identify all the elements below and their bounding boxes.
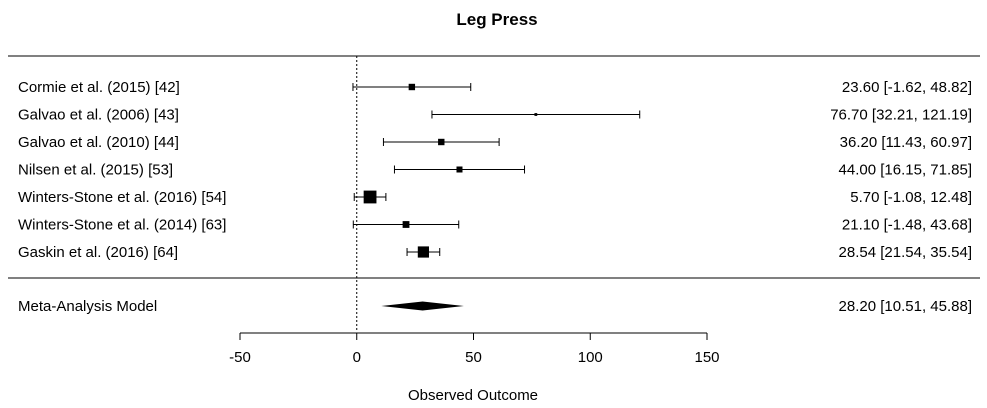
summary-label: Meta-Analysis Model [18,298,157,315]
study-label: Nilsen et al. (2015) [53] [18,162,173,179]
summary-estimate-text: 28.20 [10.51, 45.88] [839,298,972,315]
estimate-ci-text: 23.60 [-1.62, 48.82] [842,79,972,96]
study-label: Galvao et al. (2006) [43] [18,107,179,124]
x-tick-label: 50 [465,349,482,366]
study-label: Galvao et al. (2010) [44] [18,134,179,151]
study-row: Gaskin et al. (2016) [64] 28.54 [21.54, 3… [18,244,972,261]
study-rows: Cormie et al. (2015) [42] 23.60 [-1.62, 4… [18,79,972,261]
x-axis: Observed Outcome -50 0 50 100 150 [229,332,720,404]
estimate-ci-text: 44.00 [16.15, 71.85] [839,162,972,179]
x-tick-label: 0 [353,349,361,366]
point-estimate [408,83,416,91]
summary-row: Meta-Analysis Model 28.20 [10.51, 45.88] [18,298,972,315]
chart-title: Leg Press [456,10,537,29]
estimate-ci-text: 28.54 [21.54, 35.54] [839,244,972,261]
point-estimate [363,190,377,204]
study-row: Cormie et al. (2015) [42] 23.60 [-1.62, 4… [18,79,972,96]
study-row: Winters-Stone et al. (2016) [54] 5.70 [-1… [18,189,972,206]
study-label: Winters-Stone et al. (2014) [63] [18,217,226,234]
x-tick-label: 150 [694,349,719,366]
study-label: Gaskin et al. (2016) [64] [18,244,178,261]
study-label: Cormie et al. (2015) [42] [18,79,180,96]
estimate-ci-text: 36.20 [11.43, 60.97] [840,134,972,151]
point-estimate [402,221,410,228]
x-tick-label: -50 [229,349,251,366]
x-tick-label: 100 [578,349,603,366]
study-row: Nilsen et al. (2015) [53] 44.00 [16.15, 7… [18,162,972,179]
estimate-ci-text: 5.70 [-1.08, 12.48] [850,189,972,206]
x-axis-label: Observed Outcome [408,387,538,404]
study-row: Winters-Stone et al. (2014) [63] 21.10 [-… [18,217,972,234]
point-estimate [438,138,445,146]
estimate-ci-text: 76.70 [32.21, 121.19] [830,107,972,124]
point-estimate [534,113,538,116]
study-row: Galvao et al. (2006) [43] 76.70 [32.21, 1… [18,107,972,124]
study-row: Galvao et al. (2010) [44] 36.20 [11.43, 6… [18,134,972,151]
point-estimate [456,166,463,173]
point-estimate [417,246,429,258]
summary-diamond [381,301,464,311]
study-label: Winters-Stone et al. (2016) [54] [18,189,226,206]
estimate-ci-text: 21.10 [-1.48, 43.68] [842,217,972,234]
